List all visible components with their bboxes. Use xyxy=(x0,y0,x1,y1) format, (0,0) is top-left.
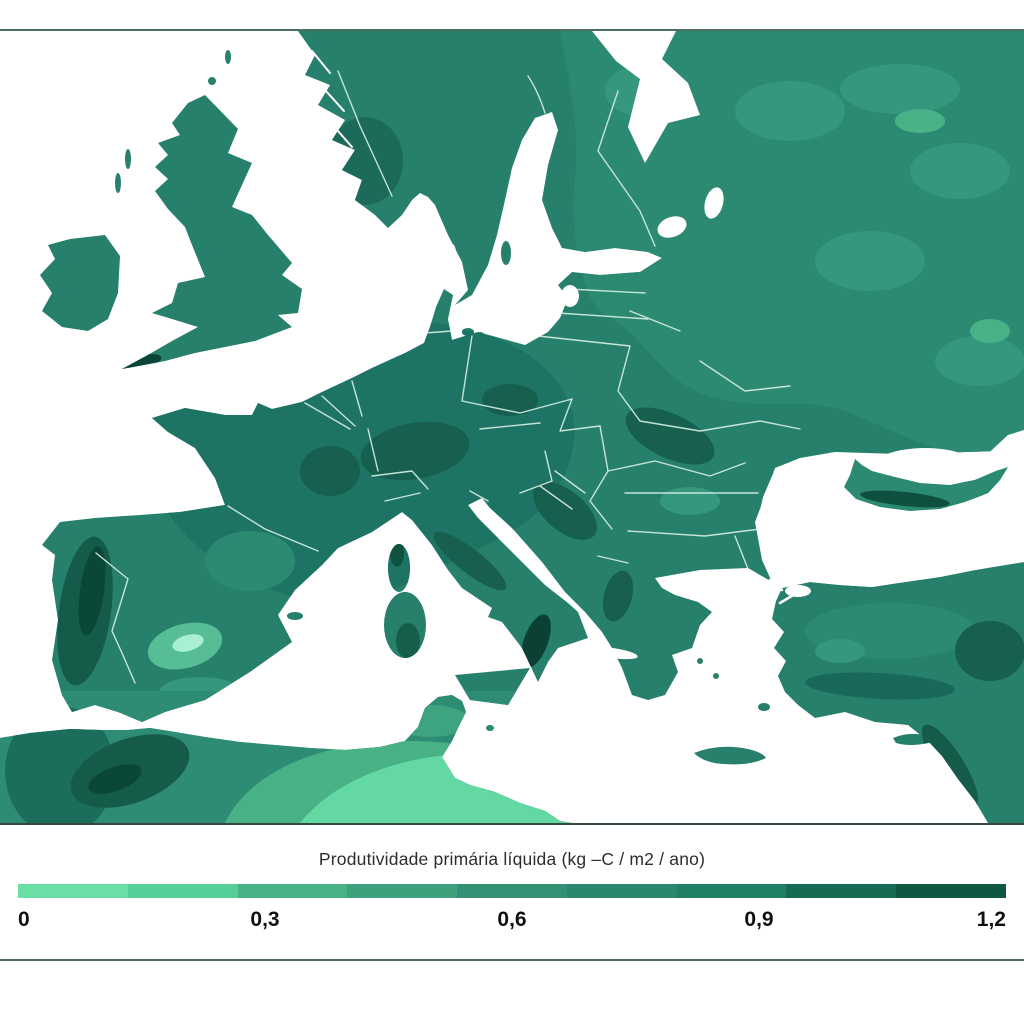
straits xyxy=(311,50,797,605)
colorbar-segment xyxy=(457,884,567,898)
colorbar-tick-label: 0,3 xyxy=(250,908,280,931)
map-frame xyxy=(0,31,1024,825)
land-shading xyxy=(0,31,1024,823)
colorbar-tick-label: 0,9 xyxy=(744,908,774,931)
colorbar-segment xyxy=(347,884,458,898)
colorbar-segment xyxy=(786,884,897,898)
colorbar-tick-label: 0,6 xyxy=(497,908,527,931)
europe-npp-map xyxy=(0,31,1024,823)
country-borders xyxy=(95,70,801,684)
colorbar-segment xyxy=(676,884,787,898)
legend-title: Produtividade primária líquida (kg –C / … xyxy=(318,849,706,869)
colorbar-tick-label: 1,2 xyxy=(976,908,1006,931)
top-divider-rule xyxy=(0,29,1024,31)
colorbar-segment xyxy=(18,884,128,898)
colorbar-tick-label: 0 xyxy=(18,908,30,931)
colorbar-segment xyxy=(896,884,1007,898)
bottom-divider-rule xyxy=(0,959,1024,961)
legend-colorbar xyxy=(18,884,1007,898)
colorbar-segment xyxy=(566,884,677,898)
crimea-peninsula xyxy=(844,459,1008,511)
colorbar-segment xyxy=(237,884,348,898)
colorbar-segment xyxy=(127,884,238,898)
legend-tick-row: 0 0,3 0,6 0,9 1,2 xyxy=(18,908,1006,936)
